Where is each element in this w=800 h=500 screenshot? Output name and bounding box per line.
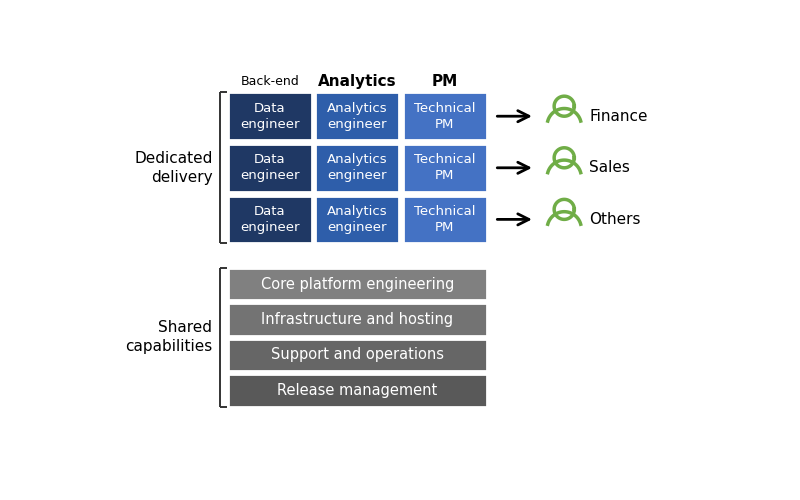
Text: Data
engineer: Data engineer	[240, 102, 299, 130]
Text: Technical
PM: Technical PM	[414, 205, 476, 234]
FancyBboxPatch shape	[228, 196, 311, 244]
FancyBboxPatch shape	[228, 144, 311, 192]
Text: Technical
PM: Technical PM	[414, 154, 476, 182]
FancyBboxPatch shape	[403, 196, 486, 244]
Text: Core platform engineering: Core platform engineering	[261, 276, 454, 291]
FancyBboxPatch shape	[403, 92, 486, 140]
Text: Analytics
engineer: Analytics engineer	[327, 205, 388, 234]
Text: Technical
PM: Technical PM	[414, 102, 476, 130]
Text: Shared
capabilities: Shared capabilities	[125, 320, 212, 354]
Text: Support and operations: Support and operations	[270, 348, 444, 362]
FancyBboxPatch shape	[315, 92, 399, 140]
Text: Analytics
engineer: Analytics engineer	[327, 102, 388, 130]
Text: Dedicated
delivery: Dedicated delivery	[134, 151, 212, 184]
Text: Release management: Release management	[277, 383, 438, 398]
FancyBboxPatch shape	[403, 144, 486, 192]
Text: PM: PM	[432, 74, 458, 89]
Text: Analytics
engineer: Analytics engineer	[327, 154, 388, 182]
FancyBboxPatch shape	[228, 338, 486, 371]
Text: Others: Others	[589, 212, 641, 227]
FancyBboxPatch shape	[228, 374, 486, 406]
Text: Sales: Sales	[589, 160, 630, 176]
Text: Finance: Finance	[589, 108, 647, 124]
FancyBboxPatch shape	[228, 268, 486, 300]
Text: Analytics: Analytics	[318, 74, 397, 89]
FancyBboxPatch shape	[228, 304, 486, 336]
Text: Data
engineer: Data engineer	[240, 205, 299, 234]
Text: Back-end: Back-end	[240, 75, 299, 88]
Text: Data
engineer: Data engineer	[240, 154, 299, 182]
FancyBboxPatch shape	[315, 144, 399, 192]
Text: Infrastructure and hosting: Infrastructure and hosting	[262, 312, 454, 327]
FancyBboxPatch shape	[315, 196, 399, 244]
FancyBboxPatch shape	[228, 92, 311, 140]
